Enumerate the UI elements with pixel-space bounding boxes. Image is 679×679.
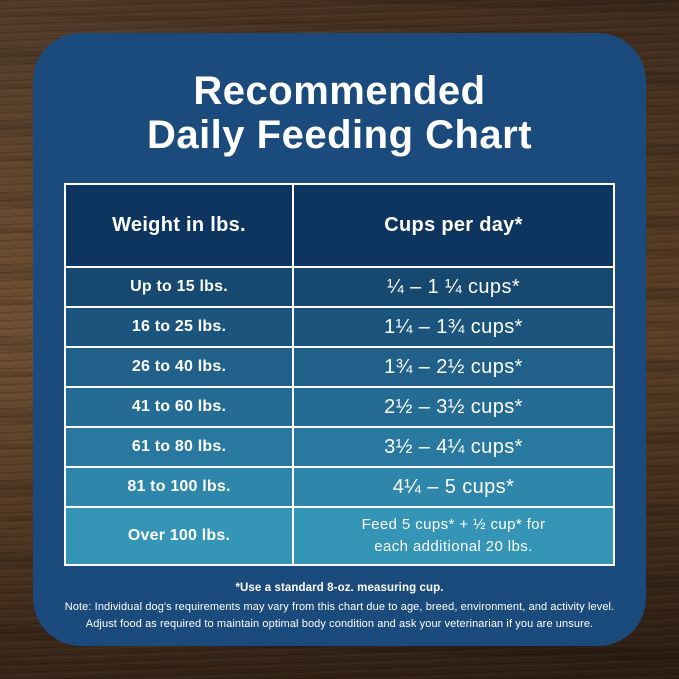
- disclaimer-note-line1: Note: Individual dog's requirements may …: [64, 600, 615, 613]
- weight-cell: 41 to 60 lbs.: [66, 388, 292, 426]
- title-line1: Recommended: [193, 69, 486, 113]
- column-header-cups: Cups per day*: [294, 185, 613, 266]
- weight-cell: 26 to 40 lbs.: [66, 348, 292, 386]
- weight-cell: Up to 15 lbs.: [66, 268, 292, 306]
- cups-cell: 3½ – 4¼ cups*: [294, 428, 613, 466]
- cups-cell: 1¾ – 2½ cups*: [294, 348, 613, 386]
- weight-cell: Over 100 lbs.: [66, 508, 292, 564]
- page-title: Recommended Daily Feeding Chart: [33, 69, 646, 157]
- measuring-cup-note: *Use a standard 8-oz. measuring cup.: [235, 582, 444, 594]
- cups-cell: 2½ – 3½ cups*: [294, 388, 613, 426]
- feeding-table: Weight in lbs. Cups per day* Up to 15 lb…: [64, 183, 615, 566]
- cups-cell: Feed 5 cups* + ½ cup* for each additiona…: [294, 508, 613, 564]
- disclaimer-note-line2: Adjust food as required to maintain opti…: [85, 617, 594, 630]
- column-header-weight: Weight in lbs.: [66, 185, 292, 266]
- cups-cell: 1¼ – 1¾ cups*: [294, 308, 613, 346]
- weight-cell: 81 to 100 lbs.: [66, 468, 292, 506]
- cups-cell: ¼ – 1 ¼ cups*: [294, 268, 613, 306]
- title-line2: Daily Feeding Chart: [146, 113, 533, 157]
- weight-cell: 61 to 80 lbs.: [66, 428, 292, 466]
- weight-cell: 16 to 25 lbs.: [66, 308, 292, 346]
- footnotes: *Use a standard 8-oz. measuring cup. Not…: [33, 580, 646, 633]
- cups-cell: 4¼ – 5 cups*: [294, 468, 613, 506]
- feeding-chart-card: Recommended Daily Feeding Chart Weight i…: [33, 33, 646, 646]
